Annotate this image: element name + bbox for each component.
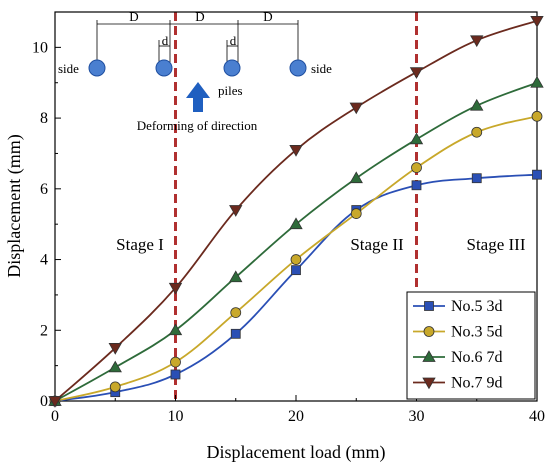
- direction-label: Deforming of direction: [137, 118, 258, 133]
- y-tick-label: 8: [40, 110, 48, 127]
- x-axis-label: Displacement load (mm): [207, 442, 386, 463]
- side-label-right: side: [311, 61, 332, 76]
- x-axis-ticks: 0 10 20 30 40: [51, 395, 545, 425]
- y-tick-label: 2: [40, 322, 48, 339]
- spacing-label-3: D: [263, 9, 272, 24]
- legend-items: No.5 3d No.3 5d No.6 7d No.7 9d: [413, 298, 503, 392]
- y-axis-label: Displacement (mm): [4, 134, 25, 277]
- y-tick-label: 10: [32, 39, 48, 56]
- data-point-series-4: [409, 67, 424, 79]
- data-point-series-2: [170, 356, 181, 368]
- data-point-series-3: [349, 171, 363, 184]
- legend-marker: [423, 326, 435, 337]
- pile-schematic: D D D d d side side piles Deforming of d…: [58, 9, 332, 133]
- data-point-series-4: [108, 343, 122, 355]
- side-label-left: side: [58, 61, 79, 76]
- legend-entry-label: No.5 3d: [451, 298, 503, 315]
- data-point-series-3: [229, 270, 243, 283]
- data-point-series-4: [289, 145, 303, 157]
- diameter-label-1: d: [162, 33, 169, 48]
- data-point-series-4: [470, 35, 484, 48]
- x-tick-label: 0: [51, 408, 59, 425]
- side-pile-left: [88, 59, 106, 77]
- y-tick-label: 0: [40, 393, 48, 410]
- series-line-4: [55, 19, 537, 401]
- x-tick-label: 10: [168, 408, 184, 425]
- data-point-series-2: [471, 126, 483, 138]
- piles-label: piles: [218, 83, 243, 98]
- legend-entry-label: No.3 5d: [451, 324, 503, 341]
- data-point-series-1: [170, 369, 181, 380]
- stage-2-label: Stage II: [350, 235, 404, 254]
- x-tick-label: 20: [288, 408, 304, 425]
- x-tick-label: 30: [409, 408, 425, 425]
- stage-1-label: Stage I: [116, 235, 164, 254]
- data-point-series-2: [531, 110, 543, 122]
- data-point-series-4: [530, 15, 544, 28]
- direction-arrow-icon: [186, 82, 210, 112]
- y-tick-label: 6: [40, 181, 48, 198]
- data-point-series-4: [229, 205, 243, 217]
- data-point-series-3: [409, 132, 424, 145]
- data-point-series-1: [532, 169, 542, 180]
- stage-3-label: Stage III: [466, 235, 525, 254]
- data-point-series-2: [350, 208, 362, 219]
- data-point-series-2: [411, 162, 422, 174]
- legend-marker: [422, 377, 436, 390]
- legend-entry-label: No.7 9d: [451, 375, 503, 392]
- data-point-series-4: [48, 396, 62, 408]
- side-pile-right: [289, 59, 307, 77]
- data-point-series-3: [470, 98, 484, 111]
- data-point-series-4: [349, 102, 363, 115]
- data-point-series-2: [230, 307, 242, 318]
- data-point-series-3: [530, 75, 544, 88]
- data-point-series-3: [108, 360, 122, 373]
- diameter-label-2: d: [230, 33, 237, 48]
- y-axis-ticks: 0 2 4 6 8 10: [32, 39, 61, 410]
- data-point-series-3: [168, 323, 183, 336]
- legend: No.5 3d No.3 5d No.6 7d No.7 9d: [406, 291, 536, 400]
- legend-marker: [424, 301, 434, 311]
- legend-marker: [422, 350, 436, 362]
- data-point-series-1: [291, 265, 301, 276]
- spacing-label-1: D: [129, 9, 138, 24]
- data-point-series-2: [109, 381, 121, 393]
- pile-2: [223, 59, 241, 77]
- y-tick-label: 4: [40, 252, 48, 269]
- data-point-series-2: [290, 254, 302, 265]
- data-point-series-1: [230, 328, 241, 339]
- data-point-series-4: [168, 282, 183, 295]
- data-point-series-3: [289, 217, 303, 230]
- data-point-series-1: [471, 173, 482, 184]
- legend-entry-label: No.6 7d: [451, 349, 503, 366]
- marker-layer: [48, 15, 544, 408]
- pile-1: [155, 59, 173, 77]
- data-point-series-1: [411, 180, 422, 191]
- x-tick-label: 40: [529, 408, 545, 425]
- spacing-label-2: D: [195, 9, 204, 24]
